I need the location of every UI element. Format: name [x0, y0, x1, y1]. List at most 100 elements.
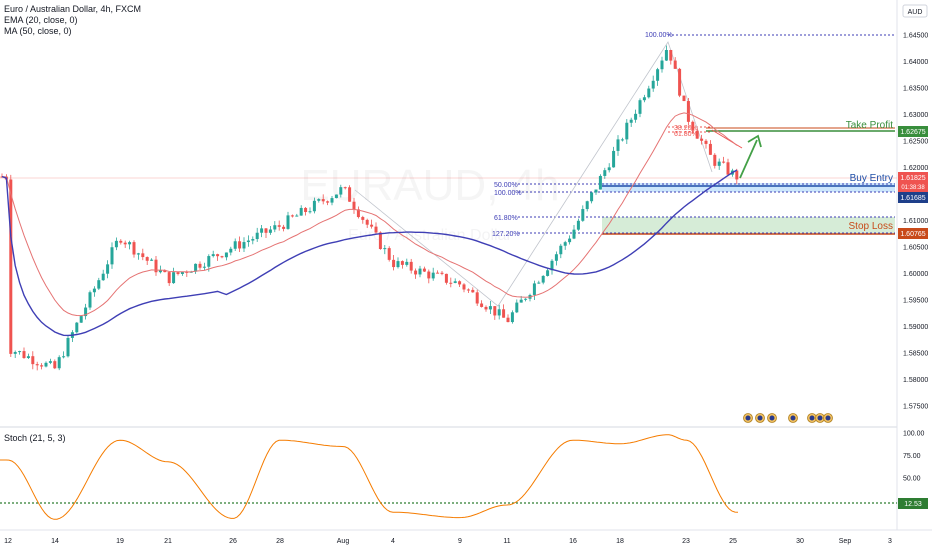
candle — [255, 227, 259, 242]
candle — [299, 205, 303, 216]
event-marker-icon[interactable] — [743, 413, 753, 423]
fibonacci-labels: 100.00% 50.00% 100.00% 61.80% 127.20% 38… — [492, 32, 698, 238]
candle — [506, 314, 510, 323]
event-markers[interactable] — [743, 413, 833, 423]
x-tick-label: 25 — [729, 538, 737, 545]
candle — [581, 205, 585, 222]
y-tick-label: 1.64000 — [903, 59, 928, 66]
candle — [431, 267, 435, 281]
candle — [145, 256, 149, 265]
candle — [436, 270, 440, 274]
fibonacci-lines — [518, 34, 895, 234]
ema-legend: EMA (20, close, 0) — [4, 15, 78, 25]
candle — [70, 330, 74, 342]
candle — [510, 310, 514, 324]
candle — [66, 335, 70, 358]
candle — [106, 260, 110, 279]
candle — [317, 198, 321, 203]
y-tick-label: 1.58000 — [903, 377, 928, 384]
candle — [40, 363, 44, 370]
candle — [229, 246, 233, 256]
x-tick-label: 30 — [796, 538, 804, 545]
event-marker-icon[interactable] — [823, 413, 833, 423]
fib-label: 100.00% — [494, 190, 522, 197]
candle — [114, 237, 118, 251]
candle — [708, 140, 712, 155]
candle — [704, 139, 708, 149]
candle — [726, 158, 730, 177]
stoch-line — [0, 434, 739, 520]
candle — [18, 350, 22, 355]
candle — [326, 200, 330, 206]
ema-line — [1, 112, 738, 317]
candle — [440, 270, 444, 276]
x-tick-label: 18 — [616, 538, 624, 545]
fib-label: 61.80% — [494, 215, 518, 222]
buy-entry-label: Buy Entry — [850, 173, 893, 184]
candle — [418, 265, 422, 278]
y-tick-label: 1.64500 — [903, 33, 928, 40]
candle — [660, 56, 664, 73]
candle — [356, 206, 360, 219]
candle — [260, 225, 264, 238]
candle — [242, 237, 246, 253]
candle — [128, 240, 132, 250]
candle — [31, 351, 35, 370]
event-marker-icon[interactable] — [767, 413, 777, 423]
y-tick-label: 1.59500 — [903, 298, 928, 305]
event-marker-icon[interactable] — [755, 413, 765, 423]
candle — [35, 361, 39, 371]
currency-badge-label: AUD — [908, 9, 923, 16]
take-profit-label: Take Profit — [846, 120, 893, 131]
candle — [537, 280, 541, 284]
candle — [559, 243, 563, 259]
x-tick-label: 4 — [391, 538, 395, 545]
candle — [568, 235, 572, 245]
candle — [642, 94, 646, 103]
x-tick-label: 16 — [569, 538, 577, 545]
ma-line — [1, 169, 738, 337]
candle — [550, 259, 554, 275]
candle — [669, 49, 673, 65]
candle — [462, 283, 466, 293]
candle — [475, 289, 479, 306]
x-tick-label: 3 — [888, 538, 892, 545]
candle — [691, 120, 695, 134]
x-tick-label: 14 — [51, 538, 59, 545]
candle — [673, 57, 677, 69]
candle — [585, 200, 589, 212]
candle — [282, 224, 286, 232]
candle — [88, 290, 92, 310]
candle — [277, 220, 281, 231]
stoch-tick-label: 50.00 — [903, 476, 921, 483]
currency-badge[interactable] — [902, 4, 928, 18]
event-marker-icon[interactable] — [815, 413, 825, 423]
time-axis[interactable]: 12 14 19 21 26 28 Aug 4 9 11 16 18 23 25 30 Sep 3 — [4, 538, 892, 545]
stoch-legend: Stoch (21, 5, 3) — [4, 433, 66, 443]
x-tick-label: 12 — [4, 538, 12, 545]
candle — [172, 267, 176, 284]
candle — [308, 207, 312, 214]
stoch-tick-label: 100.00 — [903, 431, 925, 438]
stop-loss-price-tag — [898, 228, 928, 239]
event-marker-icon[interactable] — [807, 413, 817, 423]
candle — [9, 174, 13, 358]
event-marker-icon[interactable] — [788, 413, 798, 423]
candle — [57, 355, 61, 371]
candle — [97, 277, 101, 291]
candle — [374, 222, 378, 235]
candle — [224, 252, 228, 261]
candle — [268, 226, 272, 235]
candle — [348, 185, 352, 202]
candle — [453, 278, 457, 284]
x-tick-label: 11 — [503, 538, 510, 545]
candle — [607, 163, 611, 173]
candle — [387, 246, 391, 262]
price-axis[interactable]: 1.64500 1.64000 1.63500 1.63000 1.62500 1.620… — [903, 33, 928, 411]
y-tick-label: 1.59000 — [903, 324, 928, 331]
candle — [664, 45, 668, 62]
y-tick-label: 1.63000 — [903, 112, 928, 119]
candle — [484, 305, 488, 312]
candlestick-series — [0, 45, 739, 371]
